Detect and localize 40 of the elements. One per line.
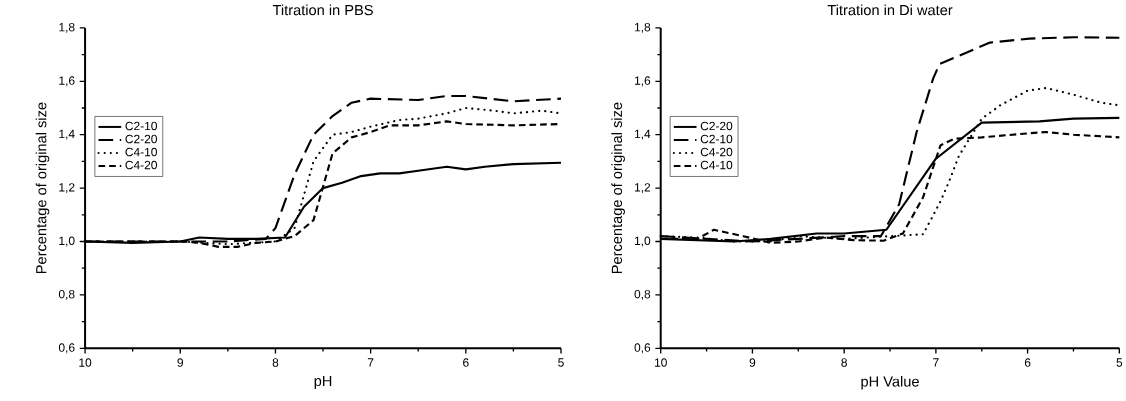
y-tick-label: 1,2 xyxy=(634,182,651,193)
chart-title: Titration in Di water xyxy=(827,4,953,16)
x-tick-label: 10 xyxy=(654,358,667,367)
y-tick-label: 0,6 xyxy=(634,343,651,353)
legend-label: C2-10 xyxy=(125,121,157,131)
y-tick-label: 1,8 xyxy=(59,22,75,33)
x-tick-label: 7 xyxy=(367,358,374,367)
x-tick-label: 10 xyxy=(79,358,92,367)
legend-label: C2-20 xyxy=(125,134,157,144)
y-axis-title: Percentage of original size xyxy=(611,102,625,273)
legend-label: C2-20 xyxy=(700,121,733,131)
x-tick-label: 8 xyxy=(841,358,847,367)
y-axis-title: Percentage of original size xyxy=(35,102,50,273)
x-tick-label: 7 xyxy=(933,358,939,367)
y-tick-label: 0,8 xyxy=(58,289,75,300)
y-tick-label: 1,6 xyxy=(634,76,651,87)
x-axis-title: pH Value xyxy=(861,375,919,390)
x-tick-label: 8 xyxy=(272,358,279,367)
x-tick-label: 9 xyxy=(749,358,756,367)
x-tick-label: 6 xyxy=(1024,358,1031,367)
y-tick-label: 1,4 xyxy=(59,129,75,140)
legend-label: C4-10 xyxy=(125,147,157,157)
y-tick-label: 0,8 xyxy=(634,289,651,300)
x-tick-label: 6 xyxy=(463,358,469,367)
legend-label: C2-10 xyxy=(700,134,733,144)
y-tick-label: 1,0 xyxy=(59,236,75,247)
x-tick-label: 5 xyxy=(558,358,564,367)
y-tick-label: 1,6 xyxy=(59,76,75,87)
y-tick-label: 1,0 xyxy=(634,236,651,247)
y-tick-label: 1,8 xyxy=(634,22,651,33)
x-axis-title: pH xyxy=(314,375,332,389)
legend-label: C4-20 xyxy=(700,147,733,157)
y-tick-label: 0,6 xyxy=(58,343,75,353)
chart-title: Titration in PBS xyxy=(272,4,373,16)
legend-label: C4-10 xyxy=(700,160,733,170)
y-tick-label: 1,4 xyxy=(634,129,651,140)
x-tick-label: 5 xyxy=(1116,358,1123,367)
legend-label: C4-20 xyxy=(125,160,157,170)
y-tick-label: 1,2 xyxy=(59,182,75,193)
x-tick-label: 9 xyxy=(177,358,184,367)
